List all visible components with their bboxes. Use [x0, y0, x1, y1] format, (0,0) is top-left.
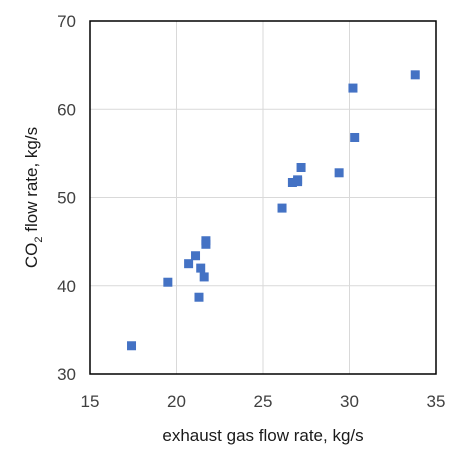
data-point-10 [287, 177, 297, 187]
y-tick-label-3: 60 [57, 100, 76, 119]
plot-border [89, 20, 437, 375]
x-tick-label-3: 30 [340, 392, 359, 411]
y-axis-title-suffix: flow rate, kg/s [22, 127, 41, 237]
x-tick-label-2: 25 [254, 392, 273, 411]
x-tick-label-1: 20 [167, 392, 186, 411]
x-tick-label-4: 35 [427, 392, 446, 411]
data-point-1 [163, 277, 173, 287]
data-point-2 [184, 259, 194, 269]
data-point-0 [127, 341, 137, 351]
x-tick-label-0: 15 [81, 392, 100, 411]
data-point-5 [196, 263, 206, 273]
data-point-12 [293, 175, 303, 185]
data-point-9 [277, 203, 287, 213]
grid-lines [90, 21, 436, 374]
data-point-15 [348, 83, 358, 93]
x-axis-title: exhaust gas flow rate, kg/s [162, 426, 363, 445]
data-point-8 [201, 236, 211, 246]
y-axis-title-subscript: 2 [33, 236, 45, 242]
data-point-6 [199, 272, 209, 282]
data-point-16 [350, 132, 360, 142]
data-point-13 [296, 162, 306, 172]
y-tick-labels: 30 40 50 60 70 [57, 12, 76, 384]
y-axis-title-prefix: CO [22, 243, 41, 269]
data-point-17 [410, 70, 420, 80]
y-tick-label-4: 70 [57, 12, 76, 31]
data-points [127, 70, 420, 351]
x-tick-labels: 15 20 25 30 35 [81, 392, 446, 411]
y-tick-label-2: 50 [57, 189, 76, 208]
data-point-3 [191, 251, 201, 261]
data-point-14 [334, 168, 344, 178]
data-point-4 [194, 292, 204, 302]
y-tick-label-0: 30 [57, 365, 76, 384]
y-axis-title: CO2 flow rate, kg/s [22, 127, 45, 268]
y-tick-label-1: 40 [57, 277, 76, 296]
